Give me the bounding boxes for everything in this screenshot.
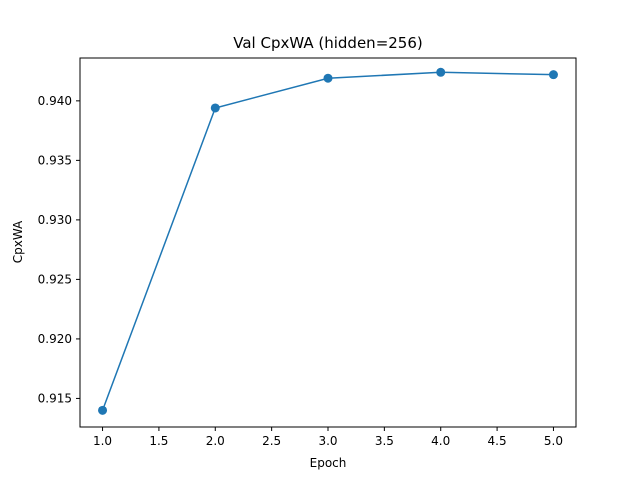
x-tick-label: 3.5 — [375, 434, 394, 448]
x-tick-label: 1.0 — [93, 434, 112, 448]
x-tick-label: 3.0 — [318, 434, 337, 448]
x-axis-label: Epoch — [310, 456, 347, 470]
data-point — [548, 70, 558, 80]
plot-area-frame — [79, 57, 577, 428]
data-point — [98, 405, 108, 415]
chart-title: Val CpxWA (hidden=256) — [233, 34, 423, 52]
y-tick-label: 0.935 — [38, 153, 72, 167]
x-tick-label: 2.5 — [262, 434, 281, 448]
y-tick-label: 0.915 — [38, 391, 72, 405]
y-axis-ticks: 0.915 0.920 0.925 0.930 0.935 0.940 — [38, 94, 80, 405]
x-tick-label: 2.0 — [206, 434, 225, 448]
y-tick-label: 0.940 — [38, 94, 72, 108]
x-tick-label: 5.0 — [544, 434, 563, 448]
data-point — [436, 67, 446, 77]
x-axis-ticks: 1.0 1.5 2.0 2.5 3.0 3.5 4.0 4.5 5.0 — [93, 427, 563, 448]
data-point — [323, 73, 333, 83]
x-tick-label: 1.5 — [149, 434, 168, 448]
x-tick-label: 4.0 — [431, 434, 450, 448]
y-tick-label: 0.920 — [38, 332, 72, 346]
y-tick-label: 0.930 — [38, 213, 72, 227]
x-tick-label: 4.5 — [488, 434, 507, 448]
series-layer — [98, 67, 558, 415]
y-axis-label: CpxWA — [11, 220, 25, 263]
data-point — [210, 103, 220, 113]
y-tick-label: 0.925 — [38, 272, 72, 286]
